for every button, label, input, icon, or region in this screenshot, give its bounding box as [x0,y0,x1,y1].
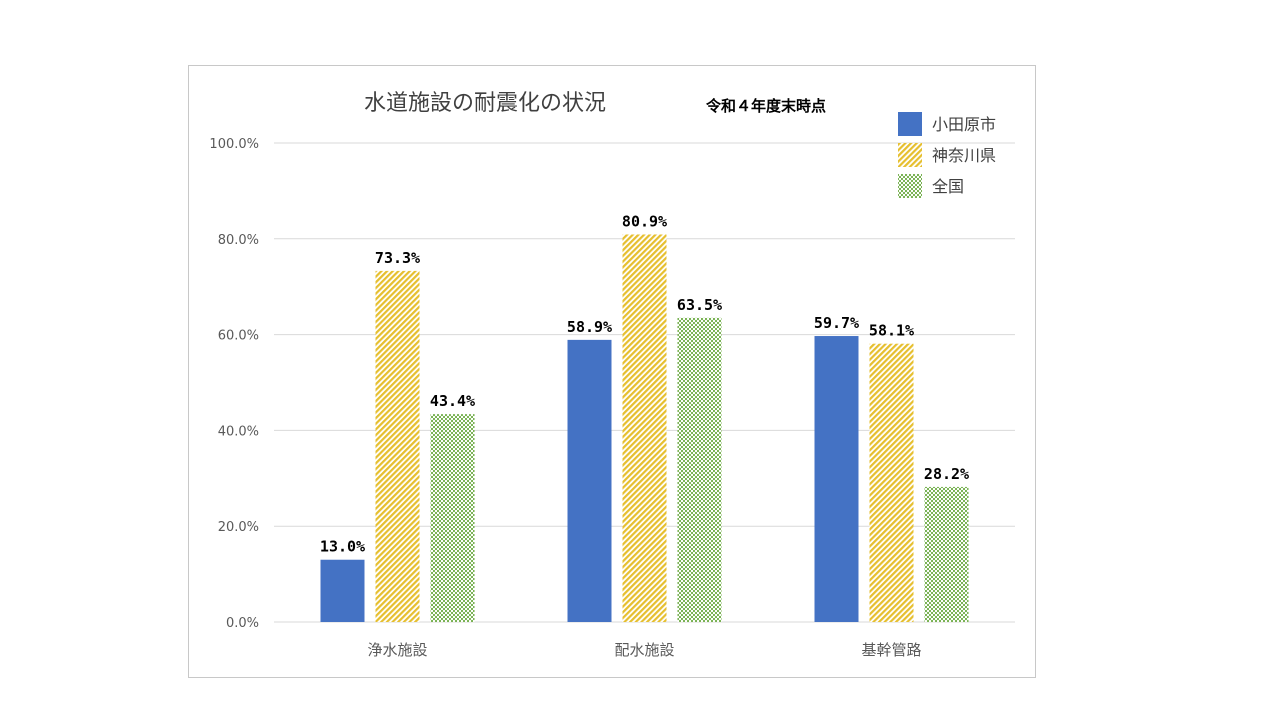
data-labels: 13.0% 73.3% 43.4% 58.9% 80.9% 63.5% 59.7% 58.1%… [320,212,969,555]
data-label: 13.0% [320,538,365,556]
chart-title: 水道施設の耐震化の状況 [364,91,606,116]
category-label: 配水施設 [614,641,674,659]
data-label: 63.5% [677,296,722,314]
data-label: 80.9% [622,212,667,230]
legend-label: 小田原市 [932,115,996,134]
legend-swatch [898,143,922,167]
legend-label: 神奈川県 [932,146,996,165]
category-label: 浄水施設 [367,641,427,659]
bar [430,414,475,622]
y-tick-label: 80.0% [218,233,259,248]
data-label: 59.7% [814,314,859,332]
bars [320,234,969,622]
chart-frame: 水道施設の耐震化の状況 令和４年度末時点 0.0% 20.0% 40.0% 60.0%… [188,65,1036,678]
bar [869,343,914,622]
bar [375,270,420,622]
data-label: 58.1% [869,322,914,340]
y-tick-label: 0.0% [226,616,259,631]
chart-subtitle: 令和４年度末時点 [706,97,826,115]
x-axis-categories: 浄水施設 配水施設 基幹管路 [367,641,921,659]
y-tick-label: 60.0% [218,329,259,344]
data-label: 58.9% [567,318,612,336]
data-label: 43.4% [430,392,475,410]
y-tick-label: 100.0% [209,137,259,152]
bar [814,336,859,622]
bar [677,317,722,622]
legend-label: 全国 [932,177,964,196]
bar [622,234,667,622]
category-label: 基幹管路 [861,641,921,659]
legend-swatch [898,112,922,136]
y-tick-label: 40.0% [218,424,259,439]
data-label: 73.3% [375,249,420,267]
y-tick-label: 20.0% [218,520,259,535]
bar-chart: 水道施設の耐震化の状況 令和４年度末時点 0.0% 20.0% 40.0% 60.0%… [209,91,1015,659]
legend-swatch [898,174,922,198]
bar [320,559,365,622]
bar [924,486,969,622]
y-axis-ticks: 0.0% 20.0% 40.0% 60.0% 80.0% 100.0% [209,137,259,631]
data-label: 28.2% [924,465,969,483]
bar [567,339,612,622]
